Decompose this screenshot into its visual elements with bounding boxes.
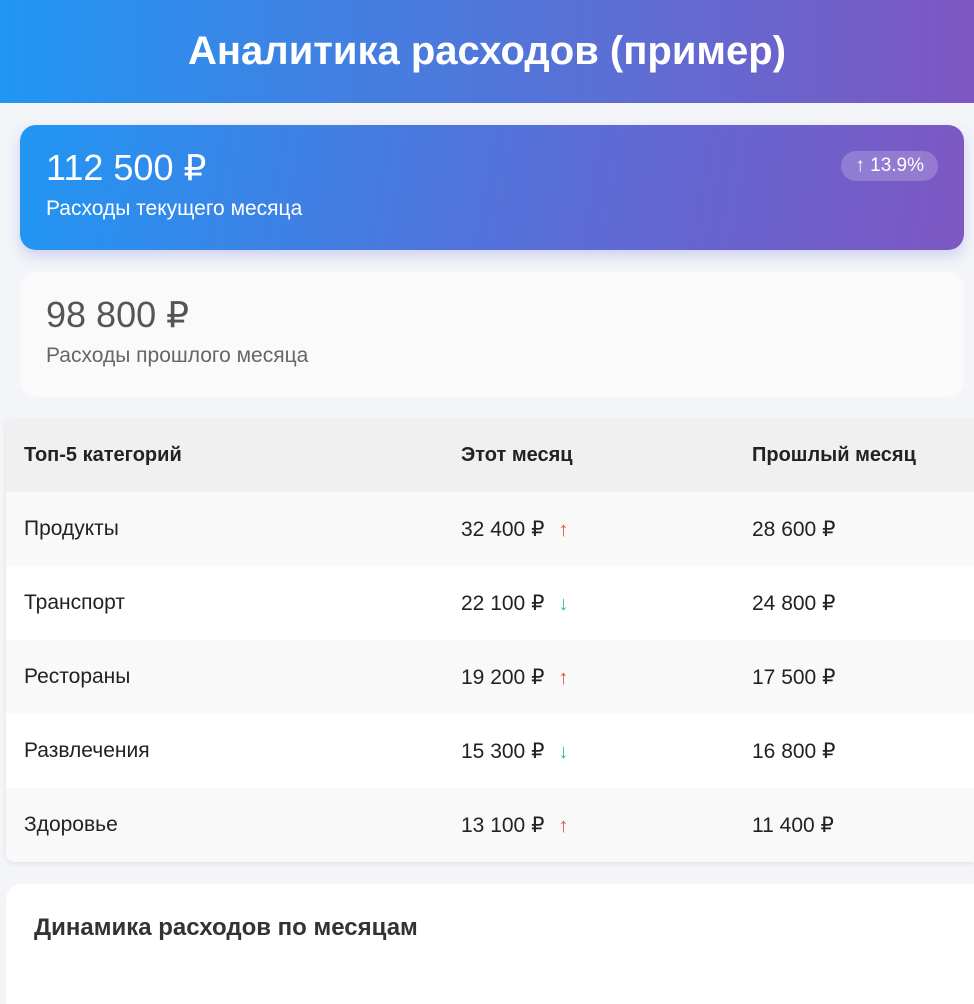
previous-amount: 98 800 ₽ [46,294,190,335]
table-row: Развлечения 15 300 ₽ ↓ 16 800 ₽ [6,714,974,788]
page-title: Аналитика расходов (пример) [187,29,787,73]
last-month-value: 24 800 ₽ [752,591,836,615]
this-month-value: 19 200 ₽ ↑ [461,665,568,690]
category-name: Развлечения [24,739,150,762]
this-month-amount: 15 300 ₽ [461,739,545,763]
header-category: Топ-5 категорий [24,443,182,466]
app-header: Аналитика расходов (пример) [0,0,974,103]
this-month-value: 32 400 ₽ ↑ [461,517,568,542]
this-month-amount: 32 400 ₽ [461,517,545,541]
category-name: Здоровье [24,813,118,836]
this-month-amount: 13 100 ₽ [461,813,545,837]
previous-month-card: 98 800 ₽ Расходы прошлого месяца [20,272,964,397]
dynamics-card: Динамика расходов по месяцам [6,884,974,1004]
header-last-month: Прошлый месяц [752,443,916,466]
table-row: Здоровье 13 100 ₽ ↑ 11 400 ₽ [6,788,974,862]
header-this-month: Этот месяц [461,443,573,466]
trend-up-icon: ↑ [558,518,569,541]
this-month-amount: 22 100 ₽ [461,591,545,615]
trend-down-icon: ↓ [558,592,569,615]
category-name: Рестораны [24,665,131,688]
previous-label: Расходы прошлого месяца [46,344,309,367]
current-label: Расходы текущего месяца [46,197,303,220]
top-categories-table: Топ-5 категорий Этот месяц Прошлый месяц… [6,418,974,862]
category-name: Транспорт [24,591,125,614]
table-row: Транспорт 22 100 ₽ ↓ 24 800 ₽ [6,566,974,640]
current-month-card: 112 500 ₽ Расходы текущего месяца ↑ 13.9… [20,125,964,250]
this-month-value: 13 100 ₽ ↑ [461,813,568,838]
last-month-value: 28 600 ₽ [752,517,836,541]
last-month-value: 17 500 ₽ [752,665,836,689]
last-month-value: 11 400 ₽ [752,813,834,837]
table-header: Топ-5 категорий Этот месяц Прошлый месяц [6,418,974,492]
this-month-value: 15 300 ₽ ↓ [461,739,568,764]
this-month-value: 22 100 ₽ ↓ [461,591,568,616]
trend-up-icon: ↑ [558,666,569,689]
category-name: Продукты [24,517,119,540]
table-row: Продукты 32 400 ₽ ↑ 28 600 ₽ [6,492,974,566]
trend-down-icon: ↓ [558,740,569,763]
current-amount: 112 500 ₽ [46,147,207,188]
trend-up-icon: ↑ [558,814,569,837]
this-month-amount: 19 200 ₽ [461,665,545,689]
change-badge: ↑ 13.9% [841,151,938,181]
table-row: Рестораны 19 200 ₽ ↑ 17 500 ₽ [6,640,974,714]
last-month-value: 16 800 ₽ [752,739,836,763]
dynamics-title: Динамика расходов по месяцам [34,914,418,941]
